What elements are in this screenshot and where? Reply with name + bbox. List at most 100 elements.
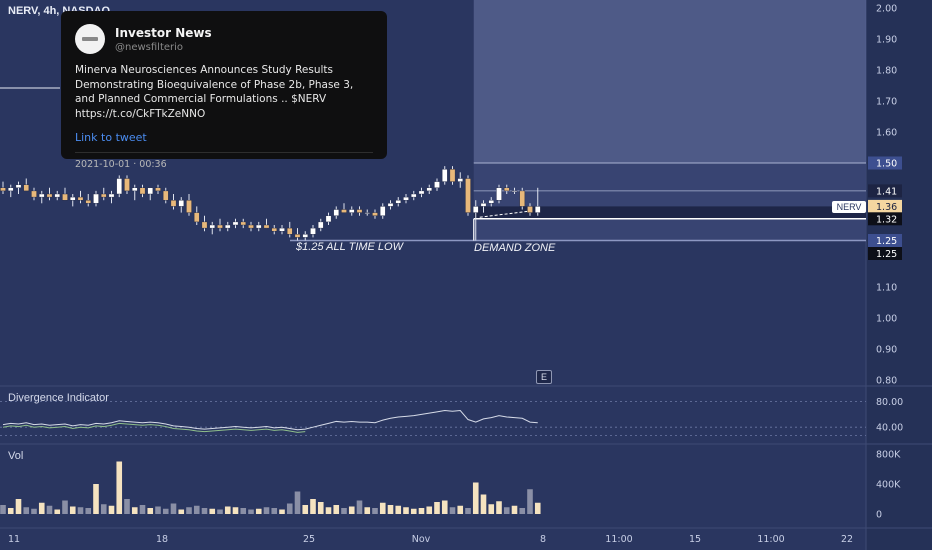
candle-body (325, 215, 332, 223)
volume-bar (263, 507, 270, 514)
price-tag-bg (868, 247, 902, 260)
volume-bar (85, 508, 92, 514)
volume-bar (286, 503, 293, 514)
price-tag-bg (868, 184, 902, 198)
volume-bar (317, 502, 324, 514)
volume-bar (93, 484, 99, 514)
candle-body (310, 227, 316, 235)
candle-body (23, 184, 30, 192)
price-tick-label: 1.70 (876, 97, 897, 108)
candle-body (131, 187, 138, 192)
volume-bar (511, 505, 518, 514)
volume-bar (519, 508, 526, 514)
volume-bar (108, 505, 115, 514)
price-tag-bg (868, 156, 902, 170)
candle-body (116, 178, 123, 195)
price-tag-bg (868, 199, 902, 213)
candle-body (511, 190, 518, 193)
candle-body (395, 199, 402, 204)
volume-pane-title: Vol (8, 450, 24, 462)
volume-bar (170, 503, 177, 514)
volume-bar (426, 506, 433, 514)
candle-body (364, 212, 371, 214)
price-tick-label: 1.60 (876, 128, 897, 139)
volume-bar (364, 507, 371, 514)
volume-bar (379, 502, 386, 514)
volume-bar (0, 505, 6, 514)
tweet-author-name: Investor News (115, 25, 212, 40)
volume-bar (147, 508, 154, 514)
volume-bar (488, 504, 495, 514)
candle-body (410, 193, 417, 198)
logo-icon (82, 37, 98, 41)
candle-body (403, 196, 409, 201)
volume-bar (418, 508, 425, 514)
candle-body (426, 187, 433, 192)
symbol-price-tag: NERV (832, 201, 866, 213)
volume-bar (441, 500, 448, 514)
candle-body (434, 181, 440, 189)
volume-bar (23, 507, 30, 514)
candle-body (449, 168, 456, 182)
candle-body (224, 224, 231, 229)
volume-bar (472, 482, 479, 514)
time-tick-label: 18 (156, 534, 168, 545)
volume-bar (131, 507, 138, 514)
volume-bar (77, 507, 84, 514)
tweet-date: 2021-10-01 · 00:36 (75, 159, 167, 171)
candle-body (372, 212, 378, 216)
volume-bar (480, 494, 487, 514)
volume-bar (310, 499, 316, 514)
candle-body (162, 190, 169, 201)
candle-body (302, 234, 309, 238)
stop-zone (473, 206, 866, 219)
divergence-pane-title: Divergence Indicator (8, 392, 109, 404)
tweet-link[interactable]: Link to tweet (75, 131, 147, 145)
time-tick-label: 22 (841, 534, 853, 545)
time-tick-label: 11:00 (605, 534, 632, 545)
candle-body (255, 224, 262, 229)
time-tick-label: 11 (8, 534, 20, 545)
price-tag-label: 1.25 (876, 249, 897, 260)
target-zone (473, 0, 866, 163)
divergence-series (0, 401, 866, 436)
volume-bar (232, 507, 239, 514)
candle-body (457, 178, 464, 182)
demand-zone (473, 163, 866, 241)
candle-body (317, 221, 324, 229)
candle-body (193, 212, 200, 223)
volume-bar (333, 505, 340, 514)
candle-body (93, 193, 99, 204)
volume-bar (356, 500, 363, 514)
candle-body (465, 178, 471, 213)
volume-bar (100, 504, 107, 514)
candle-body (0, 187, 6, 192)
level-lines (0, 87, 866, 242)
earnings-badge[interactable]: E (536, 370, 552, 384)
volume-bar (209, 508, 216, 514)
annotation-all-time-low: $1.25 ALL TIME LOW (296, 241, 403, 253)
candle-body (379, 206, 386, 216)
volume-bar (294, 491, 301, 514)
candle-body (15, 184, 22, 188)
candle-body (248, 224, 254, 229)
candle-body (178, 199, 185, 207)
time-axis[interactable]: 11 18 25 Nov 8 11:00 15 11:00 22 (8, 534, 853, 545)
price-tag-label: 1.25 (876, 236, 897, 247)
price-axis[interactable]: 2.001.901.801.701.601.501.201.101.000.90… (868, 4, 903, 521)
volume-tick-label: 400K (876, 480, 901, 491)
price-tick-label: 1.00 (876, 314, 897, 325)
volume-bar (7, 508, 14, 514)
candle-body (232, 221, 239, 226)
candle-body (155, 187, 161, 192)
price-tick-label: 1.10 (876, 283, 897, 294)
candle-body (31, 190, 37, 198)
price-tick-label: 0.90 (876, 345, 897, 356)
volume-bar (155, 506, 161, 514)
candle-body (38, 193, 45, 198)
candle-body (496, 187, 502, 201)
candle-body (503, 187, 510, 192)
candle-body (108, 193, 115, 198)
volume-bar (534, 502, 541, 514)
